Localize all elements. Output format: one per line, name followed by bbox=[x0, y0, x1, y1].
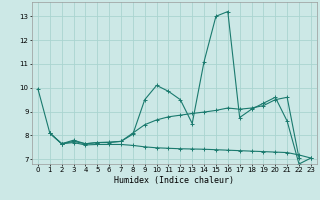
X-axis label: Humidex (Indice chaleur): Humidex (Indice chaleur) bbox=[115, 176, 234, 185]
